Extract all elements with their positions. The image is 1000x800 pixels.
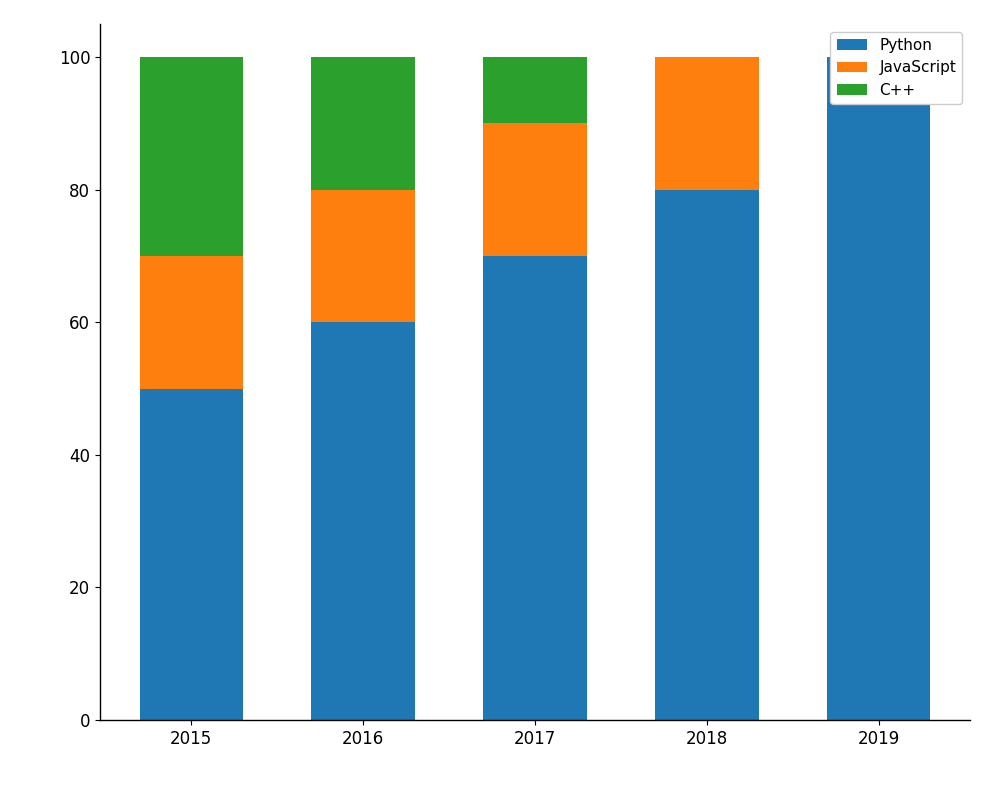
Bar	[655, 190, 759, 720]
Bar	[311, 57, 415, 190]
Bar	[655, 57, 759, 190]
Bar	[140, 389, 243, 720]
Bar	[140, 57, 243, 256]
Bar	[311, 322, 415, 720]
Bar	[140, 256, 243, 389]
Bar	[483, 57, 587, 123]
Bar	[483, 256, 587, 720]
Legend: Python, JavaScript, C++: Python, JavaScript, C++	[830, 32, 962, 104]
Bar	[311, 190, 415, 322]
Bar	[827, 57, 930, 720]
Bar	[483, 123, 587, 256]
